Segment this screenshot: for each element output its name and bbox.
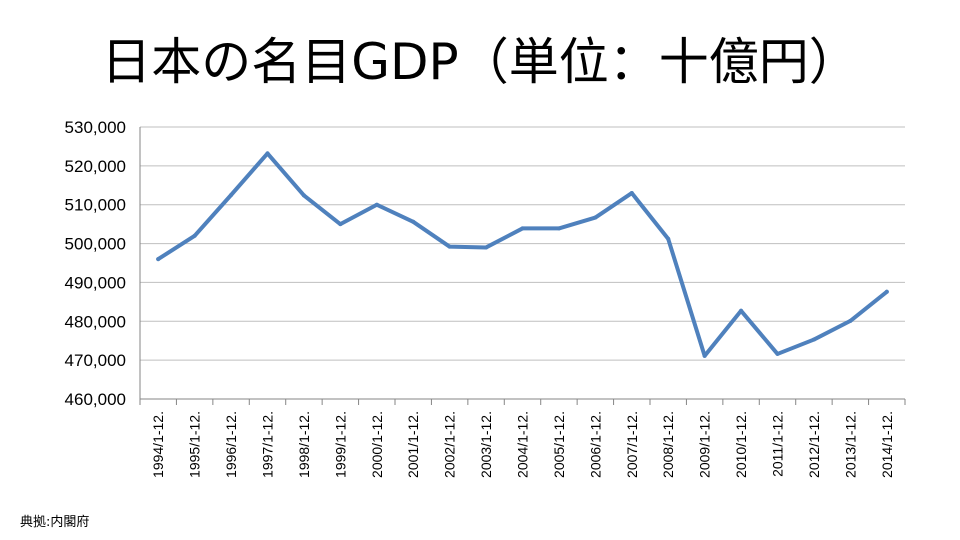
data-point [629, 191, 634, 196]
x-tick-label: 2001/1-12. [405, 411, 421, 478]
data-point [484, 245, 489, 250]
data-point [447, 244, 452, 249]
y-tick-label: 500,000 [65, 235, 126, 254]
y-tick-label: 480,000 [65, 312, 126, 331]
x-tick-label: 1999/1-12. [332, 411, 348, 478]
x-tick-label: 2004/1-12. [515, 411, 531, 478]
x-axis-ticks: 1994/1-12. 1995/1-12. 1996/1-12. 1997/1-12.… [139, 399, 906, 478]
data-point [338, 222, 343, 227]
x-tick-label: 2007/1-12. [624, 411, 640, 478]
gridlines [140, 126, 905, 361]
data-point [411, 219, 416, 224]
x-tick-label: 2000/1-12. [369, 411, 385, 478]
x-tick-label: 2010/1-12. [733, 411, 749, 478]
data-point [156, 257, 161, 262]
x-tick-label: 2002/1-12. [442, 411, 458, 478]
y-tick-label: 460,000 [65, 390, 126, 409]
data-point [666, 236, 671, 241]
x-tick-label: 2006/1-12. [587, 411, 603, 478]
source-note: 典拠:内閣府 [20, 515, 90, 530]
data-point [265, 151, 270, 156]
x-tick-label: 1998/1-12. [296, 411, 312, 478]
data-point [739, 308, 744, 313]
x-tick-label: 2011/1-12. [770, 411, 786, 477]
data-point [702, 353, 707, 358]
y-tick-label: 520,000 [65, 157, 126, 176]
x-tick-label: 1996/1-12. [223, 411, 239, 478]
x-tick-label: 2012/1-12. [806, 411, 822, 478]
data-point [301, 193, 306, 198]
data-point [884, 289, 889, 294]
x-tick-label: 2009/1-12. [697, 411, 713, 478]
y-tick-label: 510,000 [65, 196, 126, 215]
y-tick-label: 470,000 [65, 351, 126, 370]
x-tick-label: 1997/1-12. [260, 411, 276, 478]
data-point [775, 351, 780, 356]
chart-title: 日本の名目GDP（単位：十億円） [101, 33, 859, 91]
x-tick-label: 2008/1-12. [660, 411, 676, 478]
series-group [156, 151, 889, 358]
x-tick-label: 1995/1-12. [187, 411, 203, 478]
x-tick-label: 2014/1-12. [879, 411, 895, 478]
data-point [811, 337, 816, 342]
y-tick-label: 530,000 [65, 118, 126, 137]
x-tick-label: 2005/1-12. [551, 411, 567, 478]
data-point [556, 226, 561, 231]
data-point [192, 233, 197, 238]
data-point [520, 226, 525, 231]
y-axis-ticks: 460,000 470,000 480,000 490,000 500,000 510,0… [65, 118, 126, 409]
data-point [593, 215, 598, 220]
x-tick-label: 2013/1-12. [842, 411, 858, 478]
data-point [374, 202, 379, 207]
x-tick-label: 1994/1-12. [150, 411, 166, 478]
data-point [229, 193, 234, 197]
x-tick-label: 2003/1-12. [478, 411, 494, 478]
data-point [848, 318, 853, 323]
axes [139, 127, 905, 400]
series-line [156, 151, 889, 358]
y-tick-label: 490,000 [65, 273, 126, 292]
